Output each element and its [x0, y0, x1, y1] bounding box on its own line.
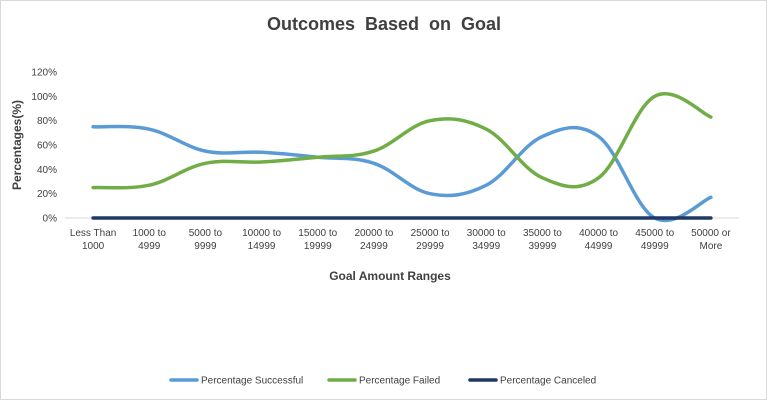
legend-label-percentage-failed: Percentage Failed	[359, 376, 440, 387]
x-axis-title: Goal Amount Ranges	[329, 269, 451, 283]
y-tick-label: 80%	[37, 116, 57, 127]
x-tick-label: 5000 to 9999	[189, 228, 223, 252]
x-axis: Less Than 1000 1000 to 4999 5000 to 9999 10000…	[65, 217, 739, 252]
legend-label-percentage-canceled: Percentage Canceled	[500, 376, 596, 387]
y-tick-label: 0%	[43, 214, 58, 225]
x-tick-label: 50000 or More	[691, 228, 731, 252]
x-tick-label: 1000 to 4999	[133, 228, 167, 252]
x-tick-label: 45000 to 49999	[635, 228, 674, 252]
y-tick-label: 40%	[37, 165, 57, 176]
plot-area	[91, 92, 713, 223]
x-tick-label: 25000 to 29999	[411, 228, 450, 252]
chart-title: Outcomes Based on Goal	[267, 14, 501, 34]
y-tick-label: 100%	[31, 92, 57, 103]
series-line-percentage-successful	[91, 124, 713, 223]
y-tick-label: 120%	[31, 68, 57, 79]
x-tick-label: Less Than 1000	[70, 228, 117, 252]
y-axis: 0% 20% 40% 60% 80% 100% 120%	[31, 68, 57, 225]
x-tick-label: 15000 to 19999	[298, 228, 337, 252]
legend: Percentage Successful Percentage Failed Pe…	[169, 376, 596, 387]
x-tick-label: 30000 to 34999	[467, 228, 506, 252]
y-tick-label: 20%	[37, 189, 57, 200]
y-tick-label: 60%	[37, 141, 57, 152]
x-tick-label: 35000 to 39999	[523, 228, 562, 252]
y-axis-title: Percentages(%)	[10, 100, 24, 190]
x-tick-label: 20000 to 24999	[354, 228, 393, 252]
x-tick-label: 40000 to 44999	[579, 228, 618, 252]
x-tick-label: 10000 to 14999	[242, 228, 281, 252]
legend-label-percentage-successful: Percentage Successful	[201, 376, 303, 387]
series-line-percentage-failed	[91, 92, 713, 190]
